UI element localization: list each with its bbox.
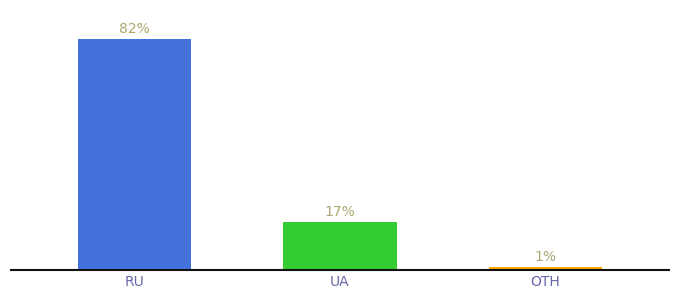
Bar	[78, 39, 191, 270]
Text: 82%: 82%	[119, 22, 150, 36]
Text: 17%: 17%	[324, 206, 356, 219]
Bar	[284, 222, 396, 270]
Text: 1%: 1%	[534, 250, 556, 264]
Bar	[489, 267, 602, 270]
